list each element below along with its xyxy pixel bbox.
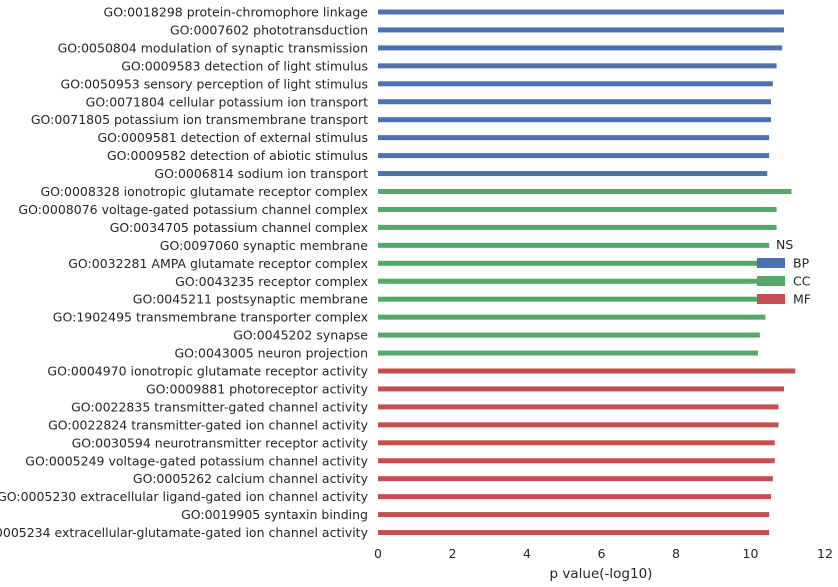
- category-label: GO:0009582 detection of abiotic stimulus: [107, 148, 368, 163]
- category-label: GO:0009583 detection of light stimulus: [121, 58, 368, 73]
- category-label: GO:0043235 receptor complex: [175, 274, 368, 289]
- bar-cc: [378, 206, 777, 212]
- category-label: GO:0050953 sensory perception of light s…: [61, 76, 368, 91]
- bar-bp: [378, 99, 771, 105]
- x-tick-label: 12: [817, 546, 833, 561]
- bar-bp: [378, 81, 773, 87]
- category-label: GO:0045202 synapse: [233, 328, 368, 343]
- category-label: GO:0008328 ionotropic glutamate receptor…: [41, 184, 369, 199]
- legend-title: NS: [776, 237, 793, 252]
- category-label: GO:0050804 modulation of synaptic transm…: [58, 40, 368, 55]
- bar-bp: [378, 27, 785, 33]
- category-label: GO:0071804 cellular potassium ion transp…: [86, 94, 368, 109]
- bar-mf: [378, 440, 775, 446]
- category-label: GO:0032281 AMPA glutamate receptor compl…: [68, 256, 368, 271]
- x-tick-label: 8: [672, 546, 680, 561]
- x-tick-label: 0: [374, 546, 382, 561]
- category-label: GO:0022824 transmitter-gated ion channel…: [48, 417, 369, 432]
- legend-swatch-cc: [757, 276, 785, 286]
- category-label: GO:0030594 neurotransmitter receptor act…: [72, 435, 369, 450]
- bar-mf: [378, 368, 796, 374]
- bar-mf: [378, 404, 779, 410]
- bar-cc: [378, 296, 768, 302]
- bar-cc: [378, 332, 760, 338]
- x-tick-label: 4: [523, 546, 531, 561]
- category-label: GO:0009881 photoreceptor activity: [146, 381, 369, 396]
- bar-bp: [378, 153, 770, 159]
- bar-bp: [378, 63, 777, 69]
- bar-bp: [378, 135, 770, 141]
- category-label: GO:0005262 calcium channel activity: [133, 471, 369, 486]
- category-label: GO:0019905 syntaxin binding: [181, 507, 368, 522]
- bar-cc: [378, 242, 770, 248]
- bar-mf: [378, 422, 779, 428]
- bar-cc: [378, 350, 758, 356]
- category-label: GO:0034705 potassium channel complex: [110, 220, 368, 235]
- bar-cc: [378, 278, 768, 284]
- category-label: GO:0045211 postsynaptic membrane: [133, 292, 369, 307]
- bar-bp: [378, 171, 768, 177]
- category-label: GO:0005249 voltage-gated potassium chann…: [25, 453, 368, 468]
- x-axis-ticks: 0 2 4 6 8 10 12: [374, 546, 833, 561]
- category-label: GO:0022835 transmitter-gated channel act…: [71, 399, 368, 414]
- bar-cc: [378, 314, 766, 320]
- bar-bp: [378, 9, 785, 15]
- bars-group: [378, 9, 796, 536]
- x-axis-title: p value(-log10): [550, 566, 653, 582]
- legend-label-cc: CC: [793, 274, 811, 289]
- bar-bp: [378, 45, 783, 51]
- category-label: GO:0008076 voltage-gated potassium chann…: [18, 202, 368, 217]
- bar-cc: [378, 224, 777, 230]
- category-label: GO:0097060 synaptic membrane: [160, 238, 369, 253]
- category-label: GO:0006814 sodium ion transport: [154, 166, 368, 181]
- category-labels: GO:0018298 protein-chromophore linkage GO…: [0, 5, 369, 541]
- category-label: GO:0018298 protein-chromophore linkage: [104, 5, 369, 20]
- bar-mf: [378, 494, 771, 500]
- bar-mf: [378, 458, 775, 464]
- x-tick-label: 6: [598, 546, 606, 561]
- category-label: GO:0005234 extracellular-glutamate-gated…: [0, 525, 369, 540]
- legend-swatch-mf: [757, 294, 785, 304]
- x-tick-label: 2: [449, 546, 457, 561]
- bar-cc: [378, 189, 792, 194]
- legend-label-bp: BP: [793, 256, 810, 271]
- bar-mf: [378, 476, 773, 482]
- category-label: GO:0007602 phototransduction: [170, 22, 368, 37]
- bar-cc: [378, 260, 768, 266]
- category-label: GO:0004970 ionotropic glutamate receptor…: [47, 364, 368, 379]
- category-label: GO:0005230 extracellular ligand-gated io…: [0, 489, 369, 504]
- bar-mf: [378, 530, 770, 536]
- legend-swatch-bp: [757, 258, 785, 268]
- bar-bp: [378, 117, 771, 123]
- legend-label-mf: MF: [793, 292, 811, 307]
- bar-mf: [378, 512, 770, 518]
- category-label: GO:1902495 transmembrane transporter com…: [53, 310, 368, 325]
- category-label: GO:0071805 potassium ion transmembrane t…: [31, 112, 368, 127]
- category-label: GO:0043005 neuron projection: [174, 346, 368, 361]
- x-tick-label: 10: [743, 546, 759, 561]
- category-label: GO:0009581 detection of external stimulu…: [98, 130, 369, 145]
- bar-mf: [378, 386, 785, 392]
- legend: NS BP CC MF: [757, 237, 811, 307]
